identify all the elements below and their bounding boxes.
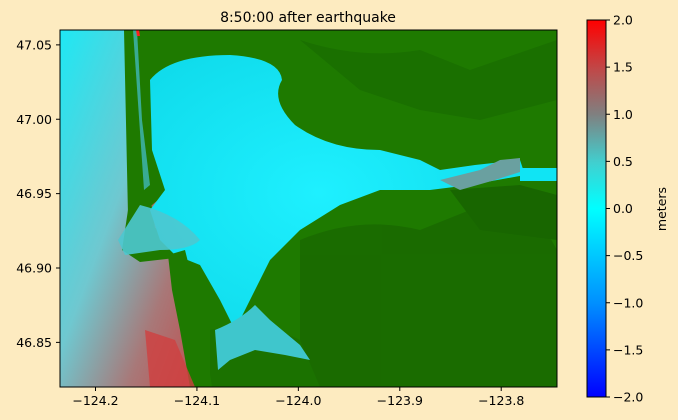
river-mouth xyxy=(520,168,557,181)
y-tick-label: 47.05 xyxy=(16,37,52,52)
colorbar-tick-label: 0.5 xyxy=(613,154,633,169)
heatmap-plot-area xyxy=(60,30,557,387)
colorbar-tick-label: 1.5 xyxy=(613,60,633,75)
colorbar-label: meters xyxy=(654,187,669,231)
colorbar-tick-label: 2.0 xyxy=(613,13,633,28)
south-peninsula xyxy=(168,250,212,387)
harbor-entrance xyxy=(118,205,200,255)
north-peninsula-strip xyxy=(133,30,150,190)
plot-frame xyxy=(59,29,558,388)
y-tick-label: 47.00 xyxy=(16,112,52,127)
ocean-region xyxy=(60,30,195,387)
colorbar-tick-label: −1.5 xyxy=(613,342,643,357)
colorbar-tick-label: −0.5 xyxy=(613,248,643,263)
bay-water xyxy=(150,55,525,330)
y-tick-label: 46.85 xyxy=(16,335,52,350)
north-peninsula xyxy=(124,30,170,215)
chart-title: 8:50:00 after earthquake xyxy=(220,10,396,26)
ocean-red-streak xyxy=(136,30,140,36)
x-tick-label: −123.9 xyxy=(377,393,423,408)
colorbar-tick-label: 0.0 xyxy=(613,201,633,216)
colorbar-axis: 2.0 1.5 1.0 0.5 0.0 −0.5 −1.0 −1.5 −2.0 xyxy=(606,13,643,405)
x-tick-label: −124.2 xyxy=(72,393,118,408)
river-upstream xyxy=(440,158,520,190)
south-bay-water xyxy=(215,305,310,370)
colorbar-tick-label: 1.0 xyxy=(613,107,633,122)
colorbar-tick-label: −2.0 xyxy=(613,390,643,405)
colorbar xyxy=(586,19,607,398)
land-texture xyxy=(210,40,557,387)
x-tick-label: −124.1 xyxy=(174,393,220,408)
ocean-red-corner xyxy=(145,330,195,387)
y-axis: 46.85 46.90 46.95 47.00 47.05 xyxy=(16,37,60,350)
x-axis: −124.2 −124.1 −124.0 −123.9 −123.8 xyxy=(72,387,524,408)
x-tick-label: −123.8 xyxy=(478,393,524,408)
y-tick-label: 46.95 xyxy=(16,186,52,201)
x-tick-label: −124.0 xyxy=(275,393,321,408)
y-tick-label: 46.90 xyxy=(16,261,52,276)
colorbar-tick-label: −1.0 xyxy=(613,295,643,310)
